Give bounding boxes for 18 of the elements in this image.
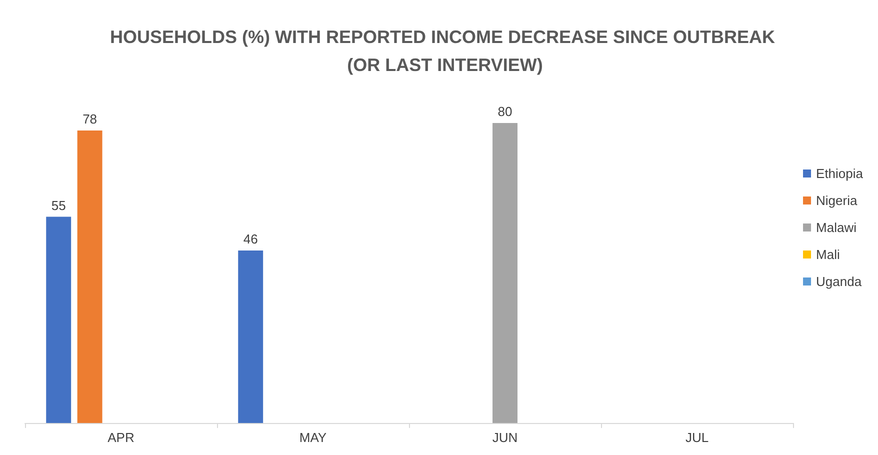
legend-label: Ethiopia xyxy=(816,166,864,181)
legend-label: Malawi xyxy=(816,220,857,235)
bar xyxy=(77,130,102,423)
data-label: 78 xyxy=(82,112,98,126)
legend-label: Mali xyxy=(816,247,840,262)
bar xyxy=(238,250,264,423)
x-tick-label: APR xyxy=(108,430,134,445)
data-label: 80 xyxy=(498,104,512,119)
bar xyxy=(492,123,518,423)
data-label: 46 xyxy=(243,232,258,246)
legend-label: Nigeria xyxy=(816,193,858,208)
legend-label: Uganda xyxy=(816,274,862,289)
chart-title: HOUSEHOLDS (%) WITH REPORTED INCOME DECREASE SINCE OUTBREAK (OR LAST INTERVIEW) xyxy=(110,27,780,75)
x-tick-label: JUN xyxy=(492,430,518,445)
x-tick-label: MAY xyxy=(299,430,327,445)
x-tick-label: JUL xyxy=(685,430,709,445)
bar xyxy=(46,216,72,423)
data-label: 55 xyxy=(51,198,66,213)
